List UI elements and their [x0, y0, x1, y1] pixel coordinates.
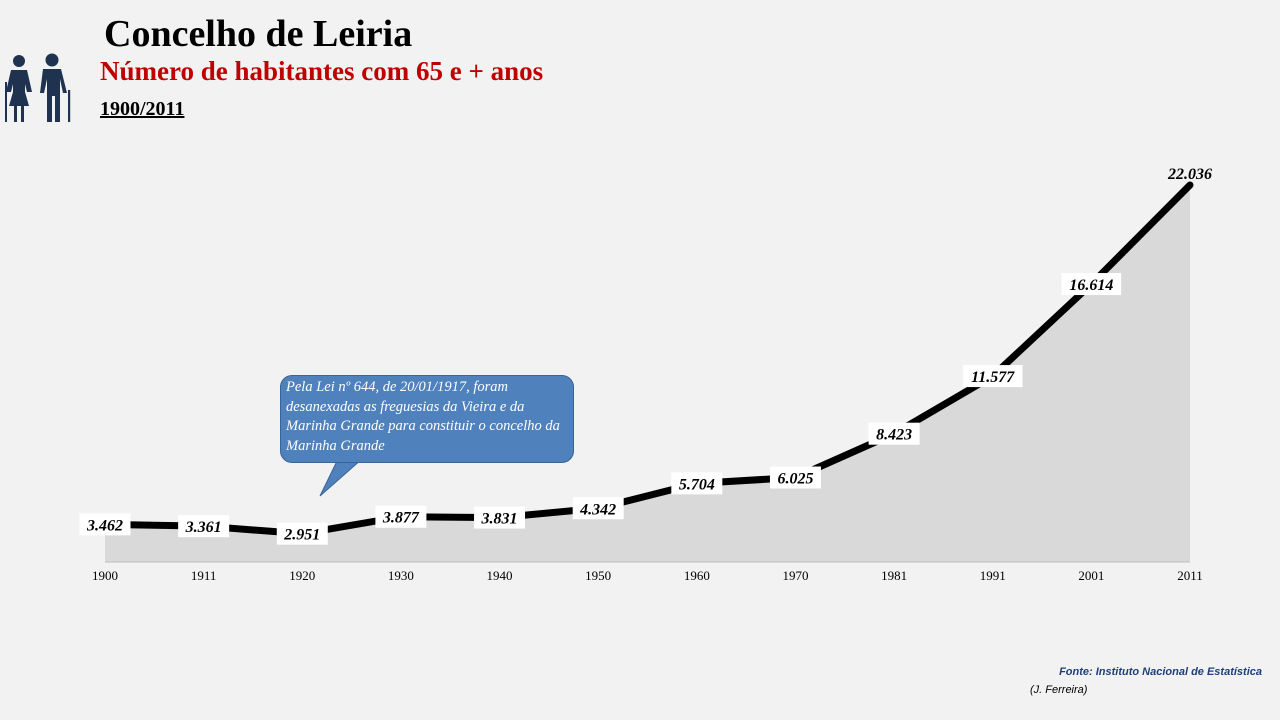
data-label: 5.704 [679, 476, 715, 493]
data-label-bg [769, 466, 821, 489]
x-tick-label: 1950 [585, 568, 611, 583]
x-tick-label: 2011 [1177, 568, 1203, 583]
chart-period: 1900/2011 [100, 98, 185, 120]
author-credit: (J. Ferreira) [1030, 684, 1088, 696]
data-label: 3.462 [86, 517, 123, 534]
data-label-bg [276, 522, 328, 545]
data-label-bg [474, 506, 526, 529]
data-label: 4.342 [579, 501, 616, 518]
data-label-bg [868, 422, 920, 445]
data-label-bg [1061, 273, 1122, 296]
x-tick-label: 1920 [289, 568, 315, 583]
data-label: 11.577 [971, 369, 1015, 386]
x-tick-label: 1930 [388, 568, 414, 583]
data-label: 6.025 [777, 471, 813, 488]
x-tick-label: 1900 [92, 568, 118, 583]
data-point [1188, 183, 1192, 187]
data-label-bg [962, 365, 1023, 388]
annotation-callout [280, 375, 574, 463]
x-tick-label: 1970 [782, 568, 808, 583]
chart-subtitle: Número de habitantes com 65 e + anos [100, 56, 544, 86]
data-label-bg [178, 515, 230, 538]
data-label-bg [572, 497, 624, 520]
data-label: 8.423 [876, 427, 912, 444]
elderly-couple-icon [5, 53, 71, 122]
data-label-bg [375, 505, 427, 528]
data-label: 16.614 [1069, 277, 1113, 294]
data-label: 2.951 [283, 527, 320, 544]
area-fill [105, 185, 1190, 562]
x-tick-label: 2001 [1078, 568, 1104, 583]
data-label: 22.036 [1167, 166, 1212, 183]
data-label: 3.361 [185, 519, 222, 536]
x-tick-label: 1981 [881, 568, 907, 583]
data-label-bg [79, 513, 131, 536]
x-tick-label: 1960 [684, 568, 710, 583]
x-tick-label: 1991 [980, 568, 1006, 583]
chart-title: Concelho de Leiria [104, 13, 413, 55]
annotation-text: Pela Lei nº 644, de 20/01/1917, foram de… [286, 379, 560, 454]
x-tick-label: 1940 [487, 568, 513, 583]
data-label: 3.877 [382, 510, 420, 527]
data-label-bg [671, 472, 723, 495]
data-label: 3.831 [481, 511, 518, 528]
source-credit: Fonte: Instituto Nacional de Estatística [1059, 666, 1262, 678]
x-tick-label: 1911 [191, 568, 217, 583]
